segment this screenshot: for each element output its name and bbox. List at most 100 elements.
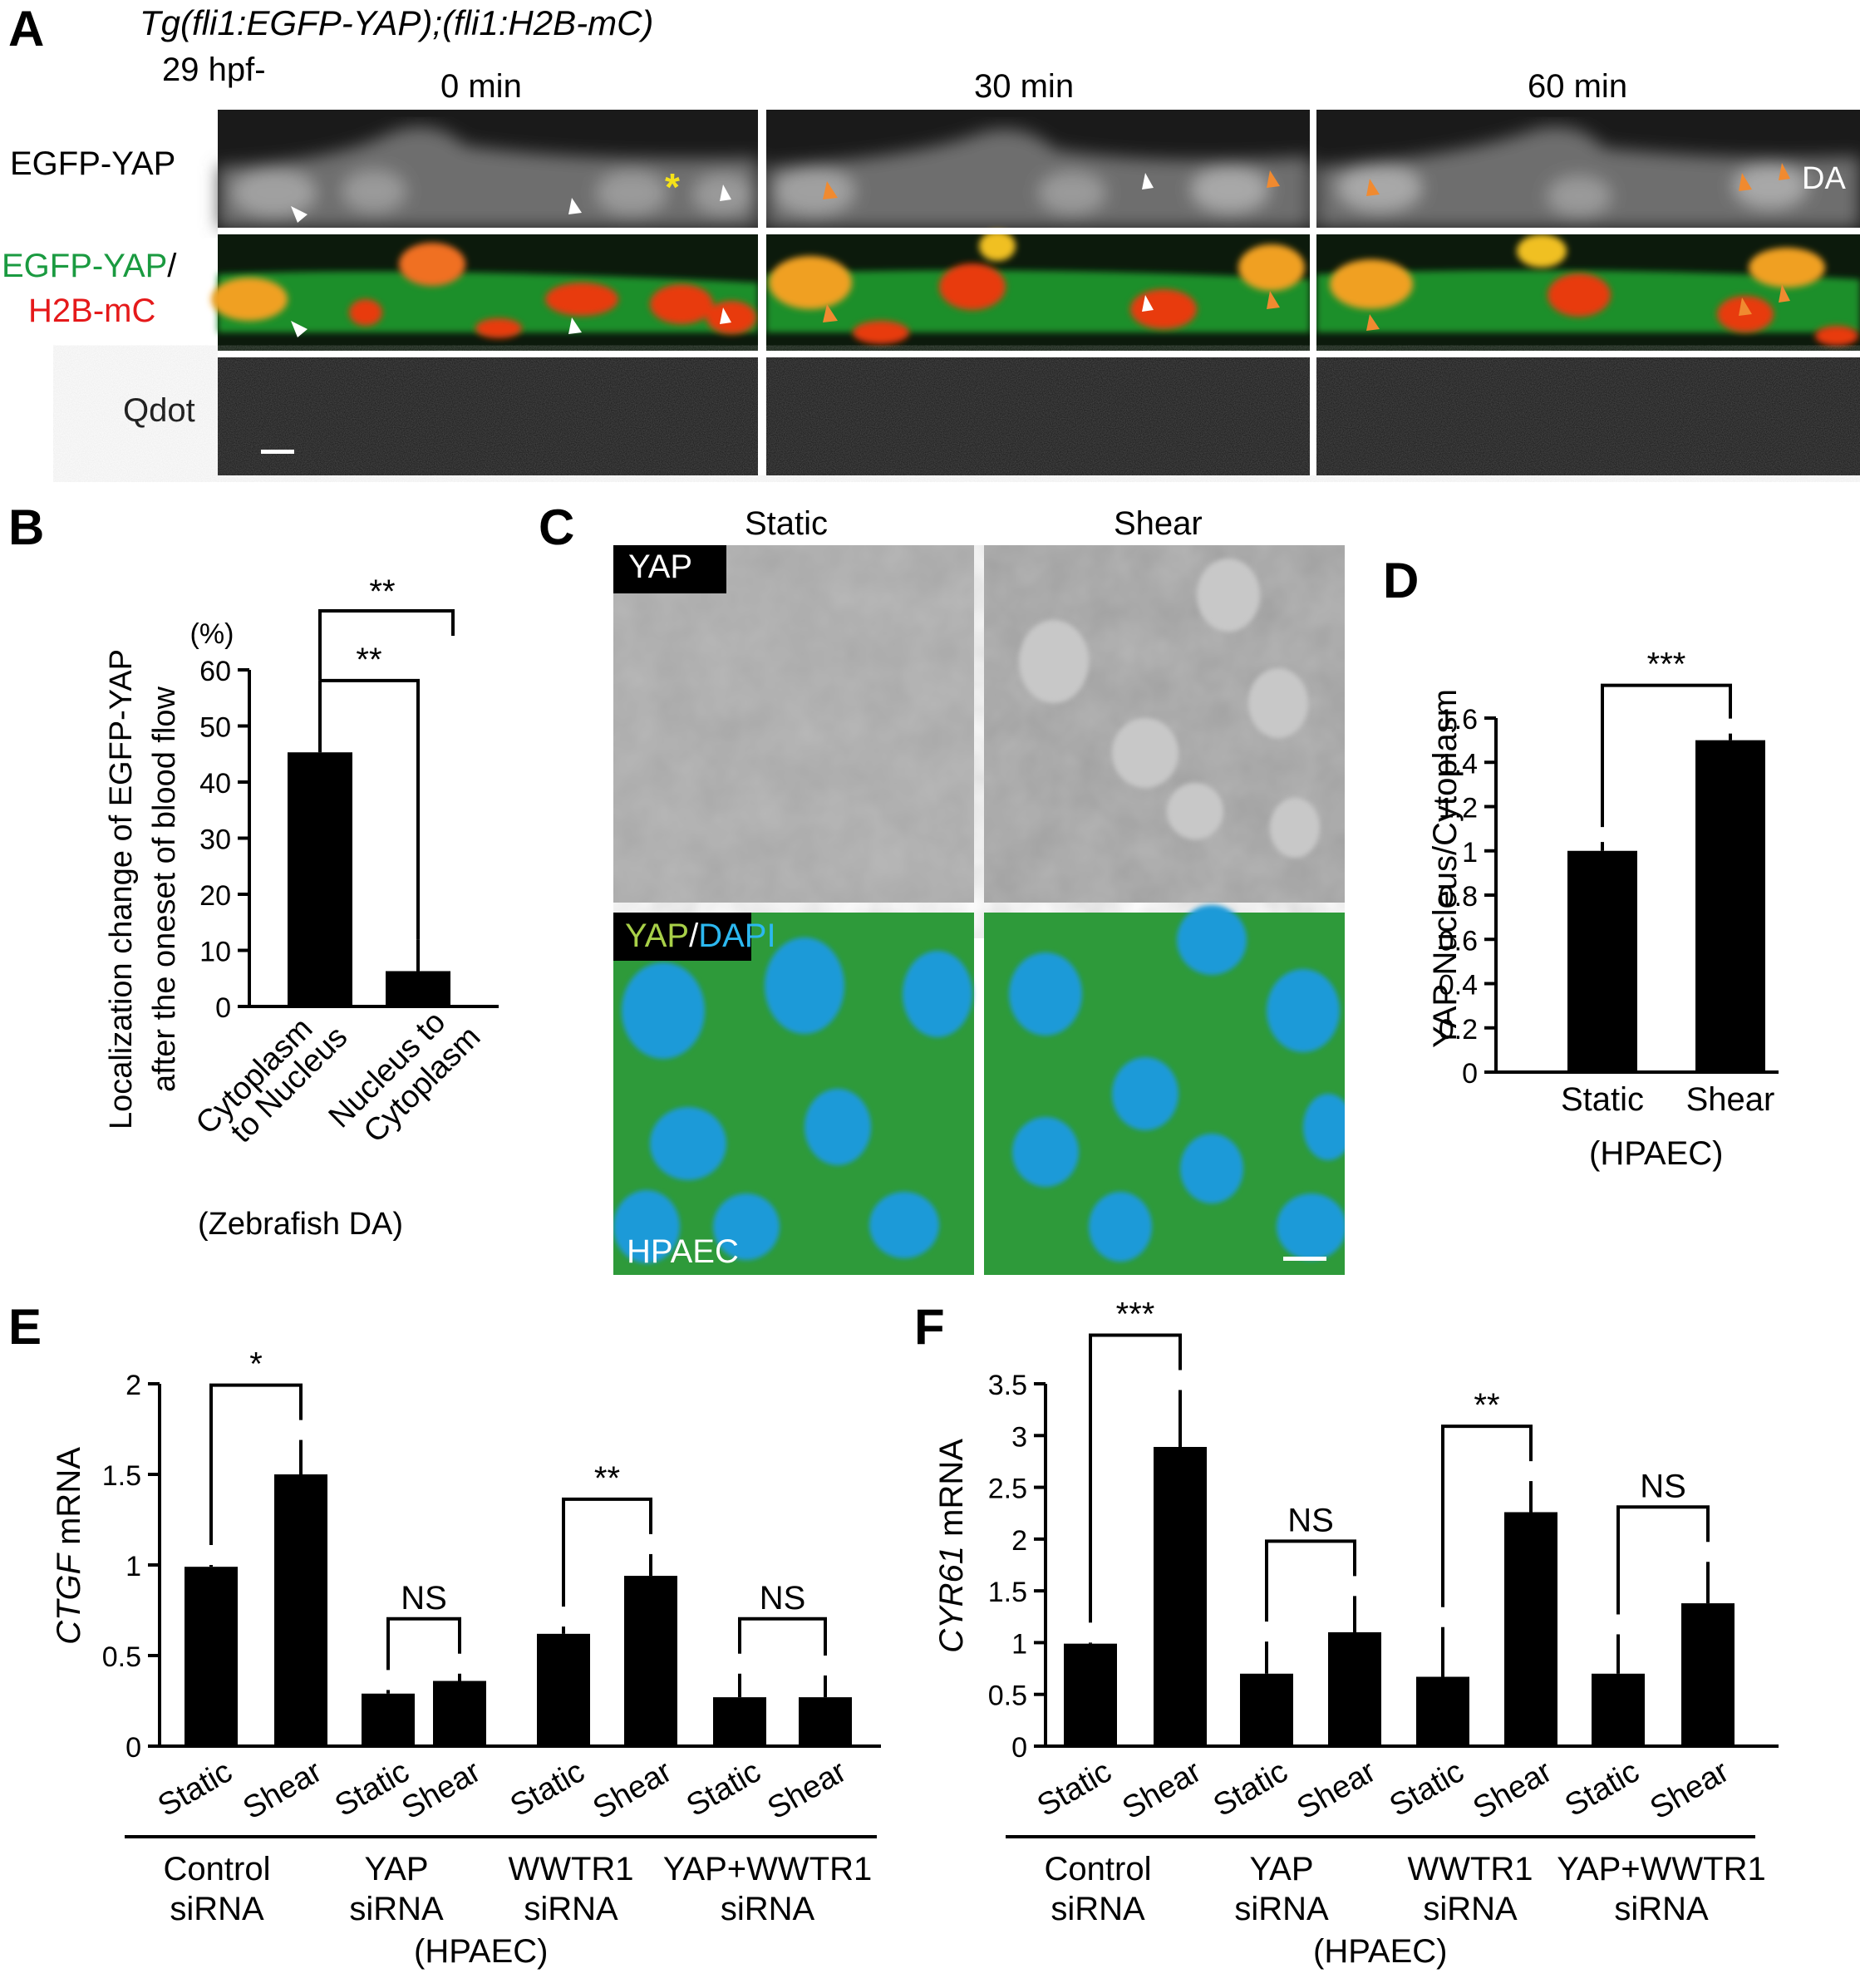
bar — [1695, 740, 1765, 1072]
y-tick-label: 40 — [199, 768, 231, 800]
bar — [386, 971, 450, 1006]
group-label: siRNA — [1051, 1891, 1145, 1927]
group-label: siRNA — [721, 1891, 815, 1927]
x-label: Shear — [1645, 1754, 1735, 1826]
bar — [1681, 1603, 1735, 1746]
chart-b-unit: (%) — [190, 618, 234, 650]
bar — [713, 1697, 766, 1746]
group-label: Control — [1045, 1851, 1152, 1887]
significance-label: ** — [1474, 1387, 1499, 1424]
timepoint-0: 0 min — [440, 68, 522, 105]
y-tick-label: 30 — [199, 824, 231, 856]
cell-label-hpaec: HPAEC — [627, 1233, 739, 1270]
significance-label: NS — [401, 1580, 447, 1616]
qdot-row — [218, 357, 1860, 475]
timepoint-60: 60 min — [1528, 68, 1628, 105]
group-label: siRNA — [1234, 1891, 1329, 1927]
group-label: YAP — [1249, 1851, 1313, 1887]
y-tick-label: 0.5 — [102, 1641, 141, 1673]
x-label: Static — [1208, 1754, 1293, 1823]
orange-arrowheads — [823, 163, 1790, 331]
significance-bracket — [386, 1616, 461, 1671]
y-tick-label: 3.5 — [988, 1370, 1027, 1401]
chart-e-ylabel: CTGF mRNA — [51, 1447, 87, 1645]
bar — [537, 1633, 590, 1746]
panel-f-label: F — [914, 1299, 945, 1355]
chart-b-footer: (Zebrafish DA) — [198, 1207, 404, 1242]
stage-label: 29 hpf- — [162, 52, 266, 88]
chart-f-ylabel: CYR61 mRNA — [933, 1439, 970, 1653]
bar — [1416, 1676, 1469, 1746]
x-label: Shear — [1117, 1754, 1208, 1826]
significance-bracket — [1265, 1539, 1356, 1622]
bar — [1592, 1673, 1645, 1746]
significance-label: *** — [1116, 1296, 1155, 1332]
y-tick-label: 50 — [199, 712, 231, 744]
y-tick-label: 1.6 — [1439, 704, 1478, 736]
group-label: YAP — [364, 1851, 428, 1887]
y-tick-label: 2.5 — [988, 1474, 1027, 1505]
significance-bracket — [1601, 683, 1732, 828]
significance-label: * — [249, 1346, 263, 1383]
y-tick-label: 1.5 — [102, 1460, 141, 1492]
significance-bracket — [1441, 1425, 1533, 1607]
bar — [1567, 850, 1637, 1072]
bar — [624, 1576, 677, 1746]
row-label-qdot: Qdot — [123, 392, 195, 429]
group-label: Control — [164, 1851, 271, 1887]
group-label: siRNA — [349, 1891, 444, 1927]
y-tick-label: 0.4 — [1439, 970, 1478, 1001]
chart-f-footer: (HPAEC) — [1313, 1933, 1448, 1970]
condition-static: Static — [745, 505, 829, 542]
bar — [799, 1697, 852, 1746]
y-tick-label: 1.5 — [988, 1577, 1027, 1608]
significance-bracket — [209, 1383, 303, 1545]
y-tick-label: 0.8 — [1439, 881, 1478, 913]
group-label: siRNA — [170, 1891, 264, 1927]
y-tick-label: 2 — [125, 1370, 141, 1401]
timepoint-30: 30 min — [974, 68, 1075, 105]
group-label: siRNA — [1614, 1891, 1709, 1927]
y-tick-label: 10 — [199, 937, 231, 968]
chart-e-footer: (HPAEC) — [414, 1933, 549, 1970]
x-label: Static — [1561, 1081, 1644, 1118]
asterisk-marker: * — [665, 165, 680, 209]
bar — [288, 752, 352, 1006]
chart-b-ylabel-line2: after the oneset of blood flow — [147, 686, 182, 1092]
group-label: WWTR1 — [508, 1851, 633, 1887]
vessel-label-da: DA — [1802, 161, 1846, 196]
group-label: siRNA — [1423, 1891, 1518, 1927]
significance-bracket — [1089, 1333, 1182, 1623]
bar — [433, 1680, 486, 1746]
y-tick-label: 1 — [1011, 1628, 1027, 1660]
x-label: Shear — [1292, 1754, 1382, 1826]
bar — [1240, 1673, 1293, 1746]
bar — [1504, 1512, 1557, 1746]
bar — [274, 1474, 327, 1746]
panel-d-label: D — [1383, 553, 1420, 608]
significance-bracket — [738, 1616, 827, 1656]
row-label-merge: EGFP-YAP/ — [2, 248, 177, 284]
significance-label: NS — [1640, 1468, 1686, 1504]
panel-e-label: E — [8, 1299, 42, 1355]
group-label: WWTR1 — [1407, 1851, 1533, 1887]
scale-bar-a — [261, 450, 294, 454]
row-label-h2b: H2B-mC — [28, 293, 156, 329]
genotype-label: Tg(fli1:EGFP-YAP);(fli1:H2B-mC) — [140, 3, 654, 42]
y-tick-label: 20 — [199, 880, 231, 912]
bar — [362, 1693, 415, 1746]
row-label-egfp: EGFP-YAP — [10, 145, 176, 182]
bar — [1064, 1643, 1117, 1746]
significance-label: *** — [1647, 647, 1686, 683]
bar — [1328, 1631, 1381, 1746]
significance-label: ** — [594, 1460, 620, 1497]
x-label: Static — [1384, 1754, 1469, 1823]
y-tick-label: 3 — [1011, 1421, 1027, 1453]
y-tick-label: 0.5 — [988, 1680, 1027, 1712]
y-tick-label: 1 — [125, 1551, 141, 1582]
egfp-row — [218, 110, 1860, 228]
